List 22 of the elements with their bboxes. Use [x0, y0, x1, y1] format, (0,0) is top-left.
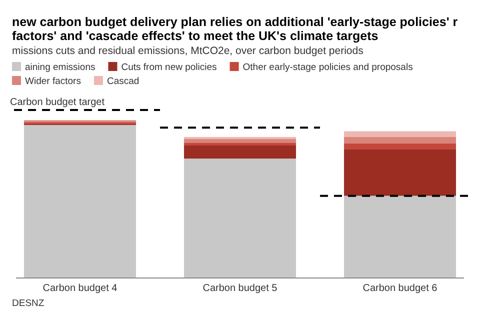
legend-label: aining emissions — [25, 62, 96, 73]
ref-line-label: Carbon budget target — [10, 97, 105, 108]
x-tick-label: Carbon budget 5 — [202, 283, 278, 294]
x-tick-label: Carbon budget 4 — [42, 283, 118, 294]
legend-label: Cuts from new policies — [121, 62, 218, 73]
chart-subtitle: missions cuts and residual emissions, MtCO2e, over carbon budget periods — [12, 45, 364, 57]
bar — [184, 142, 296, 146]
chart-title: new carbon budget delivery plan relies on additional 'early-stage policies' r factors' and 'cascade effects' to meet the UK's climate targets — [12, 15, 458, 43]
bar — [344, 136, 456, 144]
bar — [344, 196, 456, 278]
bar — [24, 124, 136, 278]
bar — [344, 149, 456, 196]
legend-label: Other early-stage policies and proposals — [242, 62, 414, 73]
bar — [344, 131, 456, 137]
bar — [184, 138, 296, 143]
legend-label: Cascad — [106, 76, 140, 87]
bar — [184, 158, 296, 278]
bar — [184, 145, 296, 159]
legend-label: Wider factors — [25, 76, 82, 87]
bar — [344, 143, 456, 150]
text: DESNZ — [12, 298, 44, 309]
x-tick-label: Carbon budget 6 — [362, 283, 438, 294]
